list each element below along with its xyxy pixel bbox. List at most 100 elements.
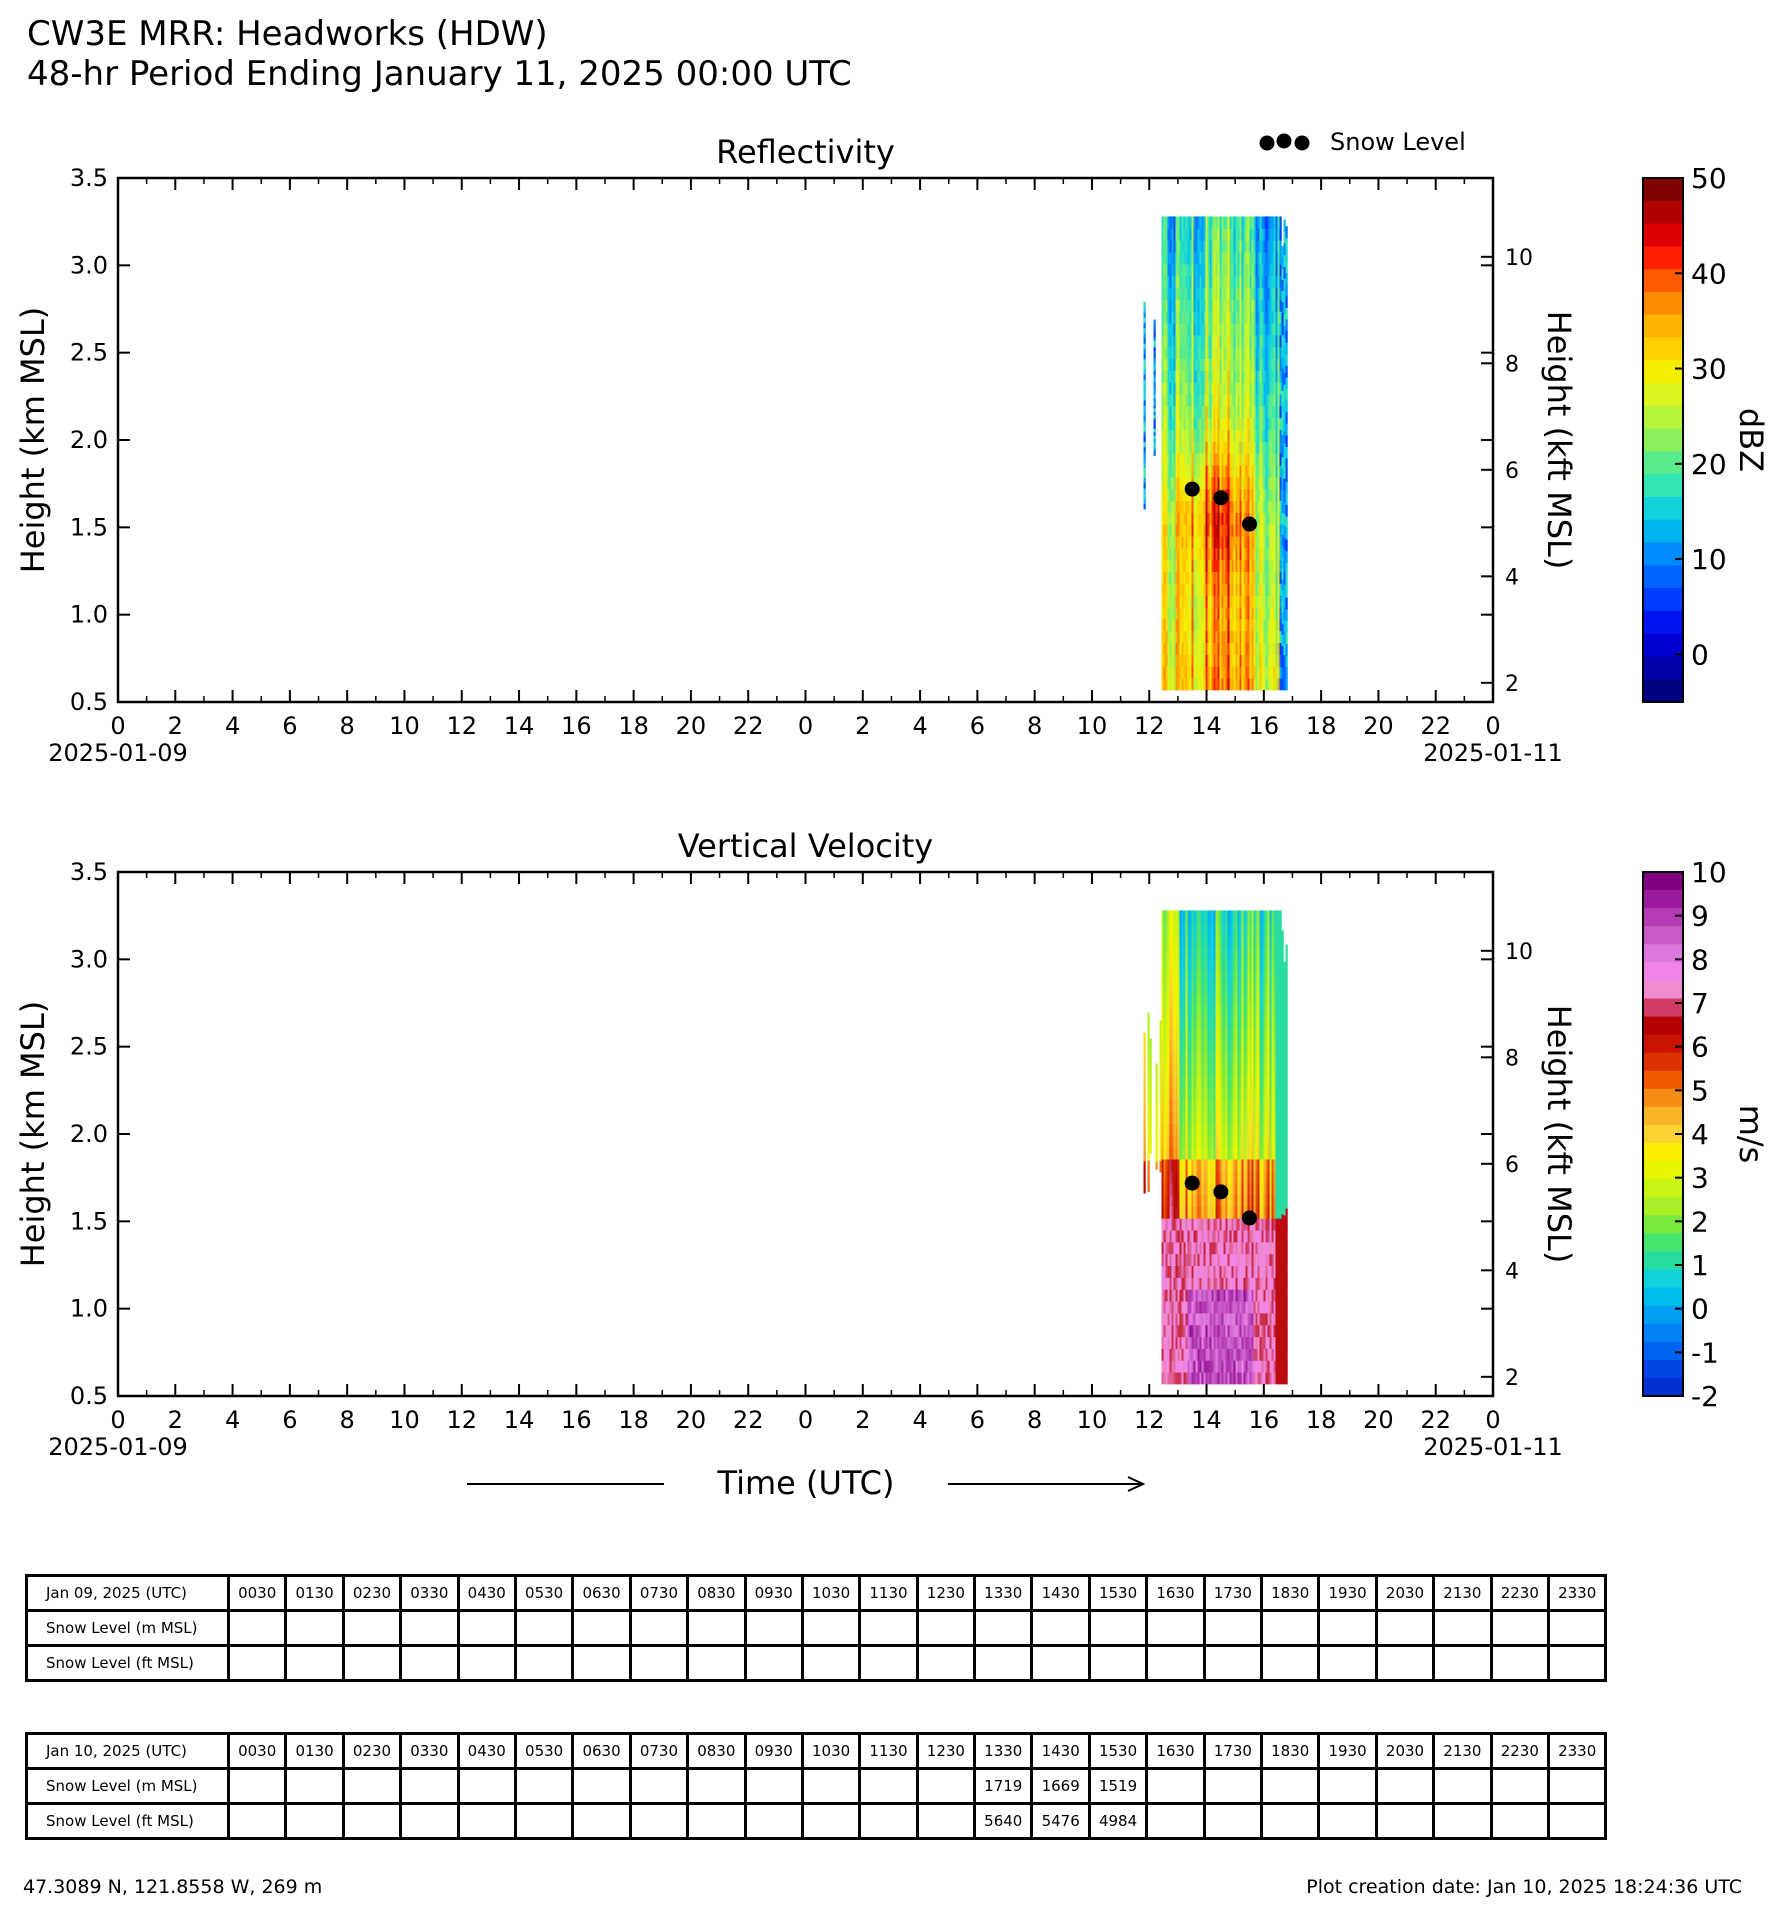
heatmap-cell — [1175, 1218, 1178, 1231]
heatmap-cell — [1143, 462, 1146, 468]
heatmap-cell — [1215, 1111, 1218, 1125]
heatmap-cell — [1219, 216, 1222, 229]
heatmap-cell — [1177, 228, 1180, 241]
heatmap-cell — [1193, 1135, 1196, 1148]
heatmap-cell — [1195, 228, 1198, 241]
heatmap-cell — [1211, 358, 1214, 371]
heatmap-cell — [1183, 1324, 1186, 1338]
heatmap-cell — [1169, 1005, 1172, 1018]
heatmap-cell — [1247, 417, 1250, 431]
heatmap-cell — [1261, 488, 1264, 502]
heatmap-cell — [1217, 1087, 1220, 1101]
heatmap-cell — [1189, 654, 1192, 667]
heatmap-cell — [1169, 1360, 1172, 1373]
heatmap-cell — [1211, 370, 1214, 383]
heatmap-cell — [1233, 1052, 1236, 1065]
heatmap-cell — [1149, 1127, 1152, 1132]
heatmap-cell — [1221, 922, 1224, 935]
heatmap-cell — [1187, 606, 1190, 620]
heatmap-cell — [1175, 500, 1178, 513]
heatmap-cell — [1215, 358, 1218, 371]
heatmap-cell — [1167, 500, 1170, 513]
heatmap-cell — [1237, 654, 1240, 667]
heatmap-cell — [1187, 1052, 1190, 1065]
heatmap-cell — [1239, 524, 1242, 537]
heatmap-cell — [1173, 606, 1176, 620]
heatmap-cell — [1207, 1289, 1210, 1302]
heatmap-cell — [1187, 382, 1190, 395]
heatmap-cell — [1251, 334, 1254, 348]
heatmap-cell — [1163, 1099, 1166, 1113]
heatmap-cell — [1255, 1028, 1258, 1042]
heatmap-cell — [1277, 559, 1280, 573]
heatmap-cell — [1183, 228, 1186, 241]
heatmap-cell — [1211, 1229, 1214, 1243]
heatmap-cell — [1273, 512, 1276, 525]
heatmap-cell — [1195, 945, 1198, 959]
heatmap-cell — [1281, 356, 1284, 369]
heatmap-cell — [1253, 346, 1256, 360]
heatmap-cell — [1259, 228, 1262, 241]
heatmap-cell — [1259, 405, 1262, 419]
heatmap-cell — [1245, 429, 1248, 442]
heatmap-cell — [1197, 1360, 1200, 1373]
heatmap-cell — [1161, 993, 1164, 1006]
heatmap-cell — [1277, 571, 1280, 584]
heatmap-cell — [1255, 512, 1258, 525]
heatmap-cell — [1229, 1016, 1232, 1030]
heatmap-cell — [1241, 922, 1244, 935]
heatmap-cell — [1161, 464, 1164, 478]
heatmap-cell — [1201, 524, 1204, 537]
heatmap-cell — [1259, 216, 1262, 229]
heatmap-cell — [1215, 993, 1218, 1006]
heatmap-cell — [1247, 1277, 1250, 1290]
heatmap-cell — [1203, 216, 1206, 229]
heatmap-cell — [1259, 1064, 1262, 1077]
heatmap-cell — [1181, 1194, 1184, 1207]
heatmap-cell — [1249, 547, 1252, 561]
heatmap-cell — [1273, 240, 1276, 253]
heatmap-cell — [1171, 1241, 1174, 1255]
heatmap-cell — [1203, 595, 1206, 608]
heatmap-cell — [1243, 334, 1246, 348]
heatmap-cell — [1177, 1123, 1180, 1136]
heatmap-cell — [1147, 1017, 1150, 1023]
heatmap-cell — [1199, 1265, 1202, 1278]
heatmap-cell — [1189, 1135, 1192, 1148]
heatmap-cell — [1241, 1300, 1244, 1314]
heatmap-cell — [1177, 1194, 1180, 1207]
heatmap-cell — [1191, 1123, 1194, 1136]
heatmap-cell — [1261, 393, 1264, 407]
ytick-label-left: 2.0 — [70, 426, 108, 454]
heatmap-cell — [1201, 1099, 1204, 1113]
heatmap-cell — [1143, 322, 1146, 329]
heatmap-cell — [1249, 228, 1252, 241]
heatmap-cell — [1233, 464, 1236, 478]
heatmap-cell — [1191, 370, 1194, 383]
heatmap-cell — [1181, 606, 1184, 620]
heatmap-cell — [1171, 512, 1174, 525]
heatmap-cell — [1231, 595, 1234, 608]
heatmap-cell — [1237, 922, 1240, 935]
heatmap-cell — [1183, 524, 1186, 537]
heatmap-cell — [1181, 358, 1184, 371]
heatmap-cell — [1163, 1135, 1166, 1148]
heatmap-cell — [1171, 500, 1174, 513]
heatmap-cell — [1257, 216, 1260, 229]
heatmap-cell — [1251, 1194, 1254, 1207]
heatmap-cell — [1231, 910, 1234, 923]
heatmap-cell — [1237, 1206, 1240, 1219]
heatmap-cell — [1171, 1123, 1174, 1136]
heatmap-cell — [1185, 1206, 1188, 1219]
heatmap-cell — [1251, 311, 1254, 324]
heatmap-cell — [1259, 1099, 1262, 1113]
heatmap-cell — [1167, 910, 1170, 923]
heatmap-cell — [1177, 595, 1180, 608]
heatmap-cell — [1257, 382, 1260, 395]
heatmap-cell — [1207, 358, 1210, 371]
heatmap-cell — [1187, 464, 1190, 478]
heatmap-cell — [1205, 1005, 1208, 1018]
heatmap-cell — [1227, 1052, 1230, 1065]
heatmap-cell — [1227, 334, 1230, 348]
heatmap-cell — [1253, 441, 1256, 454]
